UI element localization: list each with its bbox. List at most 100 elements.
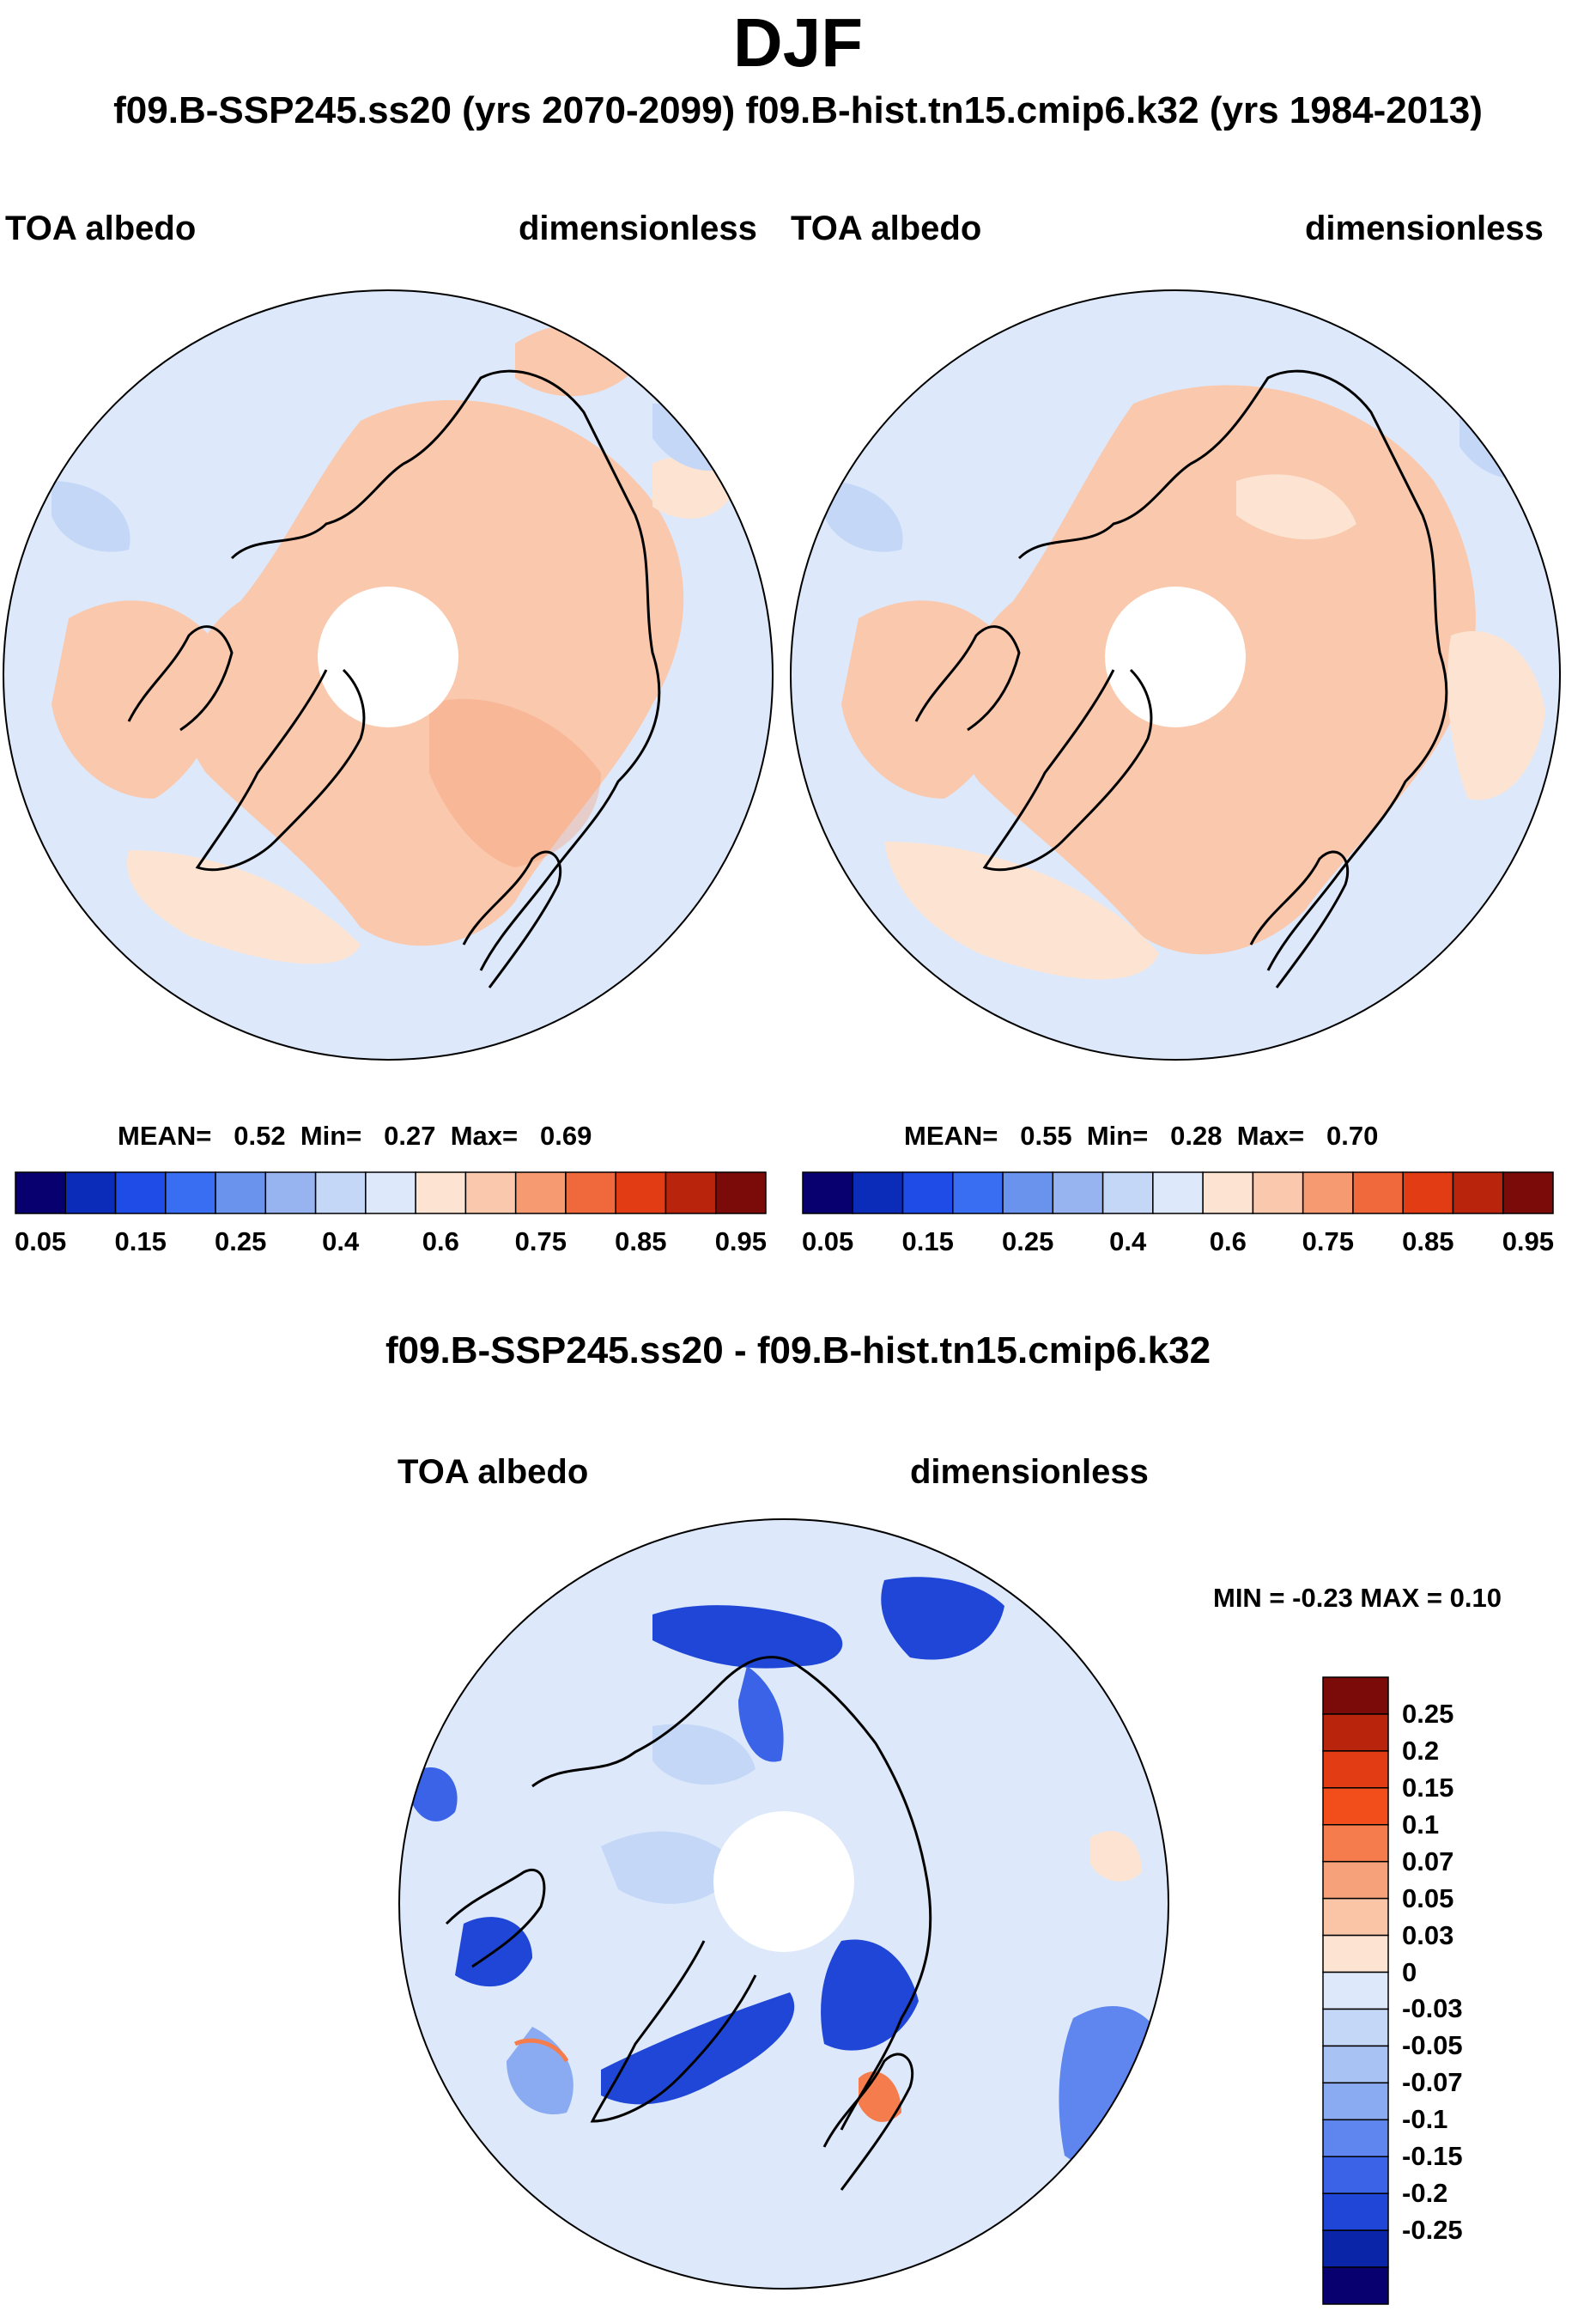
left-colorbar-box (365, 1171, 416, 1214)
diff-colorbar-tick-label: -0.05 (1402, 2030, 1463, 2061)
right-colorbar-tick-label: 0.05 (801, 1226, 854, 1256)
left-colorbar-box (64, 1171, 117, 1214)
right-colorbar-box (1502, 1171, 1554, 1214)
diff-colorbar-tick-label: -0.07 (1402, 2067, 1463, 2098)
right-min-label: Min= (1086, 1121, 1149, 1151)
right-colorbar-box (1052, 1171, 1104, 1214)
diff-colorbar-box (1322, 1676, 1389, 1715)
right-colorbar-box (952, 1171, 1004, 1214)
right-variable-label: TOA albedo (791, 210, 982, 247)
right-colorbar-box (1002, 1171, 1054, 1214)
diff-colorbar-tick-label: -0.2 (1402, 2178, 1448, 2209)
left-colorbar-tick-label: 0.75 (514, 1226, 567, 1256)
left-units-label: dimensionless (519, 210, 757, 247)
left-coastlines (127, 369, 661, 988)
right-min-value: 0.28 (1170, 1121, 1223, 1151)
left-variable-label: TOA albedo (5, 210, 197, 247)
diff-coastlines (445, 1656, 932, 2191)
left-colorbar-tick-label: 0.6 (422, 1226, 459, 1256)
left-min-label: Min= (300, 1121, 362, 1151)
diff-colorbar-tick-label: -0.25 (1402, 2215, 1463, 2246)
diff-colorbar-tick-label: -0.03 (1402, 1993, 1463, 2024)
left-colorbar-box (165, 1171, 216, 1214)
left-colorbar-box (464, 1171, 517, 1214)
diff-colorbar-box (1322, 1713, 1389, 1752)
left-min-value: 0.27 (384, 1121, 436, 1151)
diff-colorbar-box (1322, 2119, 1389, 2157)
diff-colorbar-tick-label: 0.15 (1402, 1772, 1454, 1803)
right-colorbar-tick-label: 0.15 (901, 1226, 954, 1256)
diff-colorbar-tick-label: 0.07 (1402, 1846, 1454, 1876)
left-colorbar (15, 1171, 767, 1214)
left-colorbar-box (565, 1171, 616, 1214)
diff-colorbar-box (1322, 1787, 1389, 1826)
left-colorbar-box (15, 1171, 67, 1214)
left-mean-label: MEAN= (118, 1121, 212, 1151)
right-colorbar-box (1302, 1171, 1354, 1214)
diff-colorbar-ticks: 0.25 0.2 0.15 0.1 0.07 0.05 0.03 0 -0.03 -0.05 -0.… (1402, 1677, 1505, 2304)
diff-colorbar-box (1322, 1897, 1389, 1937)
diff-colorbar-box (1322, 2008, 1389, 2047)
left-colorbar-box (314, 1171, 367, 1214)
right-stats: MEAN= 0.55 Min= 0.28 Max= 0.70 (904, 1121, 1378, 1152)
left-colorbar-box (215, 1171, 267, 1214)
diff-colorbar-tick-label: 0.05 (1402, 1882, 1454, 1913)
left-max-label: Max= (450, 1121, 519, 1151)
diff-colorbar-tick-label: 0 (1402, 1956, 1417, 1987)
diff-colorbar (1322, 1676, 1389, 2305)
right-units-label: dimensionless (1305, 210, 1544, 247)
diff-colorbar-tick-label: -0.1 (1402, 2104, 1448, 2135)
right-max-label: Max= (1236, 1121, 1305, 1151)
left-colorbar-box (714, 1171, 767, 1214)
diff-colorbar-box (1322, 2229, 1389, 2268)
diff-minmax: MIN = -0.23 MAX = 0.10 (1213, 1583, 1502, 1613)
diff-colorbar-tick-label: 0.1 (1402, 1809, 1440, 1840)
right-colorbar-tick-label: 0.95 (1502, 1226, 1555, 1256)
right-colorbar-box (1352, 1171, 1404, 1214)
right-colorbar-tick-label: 0.25 (1002, 1226, 1054, 1256)
right-colorbar-tick-label: 0.85 (1402, 1226, 1454, 1256)
right-coastlines (914, 369, 1448, 988)
diff-title: f09.B-SSP245.ss20 - f09.B-hist.tn15.cmip… (385, 1329, 1211, 1371)
right-colorbar-box (1452, 1171, 1504, 1214)
right-colorbar (802, 1171, 1554, 1214)
left-colorbar-box (615, 1171, 667, 1214)
right-mean-value: 0.55 (1020, 1121, 1072, 1151)
left-colorbar-tick-label: 0.95 (714, 1226, 768, 1256)
diff-colorbar-box (1322, 2192, 1389, 2231)
figure-subtitle: f09.B-SSP245.ss20 (yrs 2070-2099) f09.B-… (113, 89, 1483, 131)
figure-title: DJF (732, 4, 864, 81)
right-colorbar-tick-label: 0.4 (1109, 1226, 1147, 1256)
diff-colorbar-tick-label: -0.15 (1402, 2141, 1463, 2172)
left-mean-value: 0.52 (234, 1121, 286, 1151)
diff-colorbar-box (1322, 1934, 1389, 1973)
right-max-value: 0.70 (1326, 1121, 1379, 1151)
left-colorbar-box (264, 1171, 317, 1214)
left-colorbar-tick-label: 0.15 (114, 1226, 167, 1256)
diff-colorbar-tick-label: 0.03 (1402, 1919, 1454, 1950)
diff-pole-mask (713, 1811, 854, 1952)
right-mean-label: MEAN= (904, 1121, 998, 1151)
right-colorbar-box (802, 1171, 854, 1214)
diff-colorbar-box (1322, 2156, 1389, 2194)
diff-colorbar-box (1322, 1860, 1389, 1900)
left-colorbar-tick-label: 0.4 (322, 1226, 360, 1256)
left-colorbar-tick-label: 0.25 (215, 1226, 267, 1256)
right-colorbar-tick-label: 0.75 (1302, 1226, 1354, 1256)
right-colorbar-ticks: 0.05 0.15 0.25 0.4 0.6 0.75 0.85 0.95 (801, 1226, 1555, 1261)
left-colorbar-ticks: 0.05 0.15 0.25 0.4 0.6 0.75 0.85 0.95 (15, 1226, 768, 1261)
diff-colorbar-tick-label: 0.25 (1402, 1698, 1454, 1729)
left-stats: MEAN= 0.52 Min= 0.27 Max= 0.69 (118, 1121, 592, 1152)
diff-colorbar-box (1322, 1824, 1389, 1863)
left-colorbar-tick-label: 0.85 (615, 1226, 667, 1256)
diff-variable-label: TOA albedo (397, 1453, 589, 1491)
left-colorbar-box (664, 1171, 717, 1214)
diff-colorbar-box (1322, 2082, 1389, 2121)
right-colorbar-tick-label: 0.6 (1209, 1226, 1247, 1256)
right-colorbar-box (1152, 1171, 1204, 1214)
diff-colorbar-box (1322, 1971, 1389, 2010)
right-pole-mask (1105, 587, 1246, 727)
